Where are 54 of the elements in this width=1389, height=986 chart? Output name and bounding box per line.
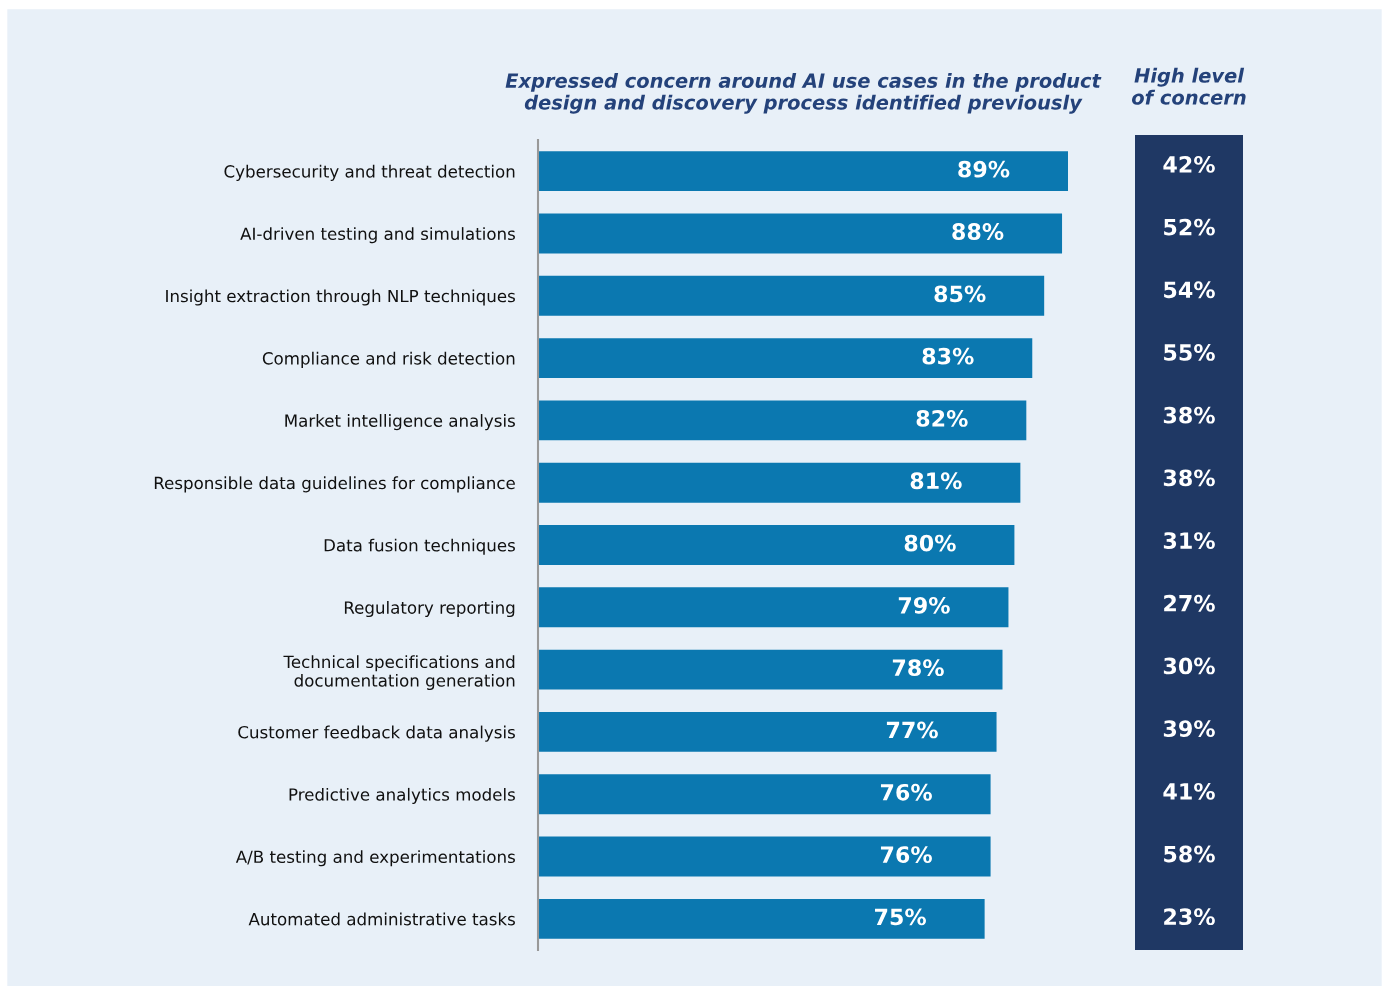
y-tick-label: Market intelligence analysis (285, 414, 515, 431)
bar (538, 400, 1027, 441)
data-label: 83% (922, 347, 974, 365)
data-label: 31% (1163, 532, 1215, 549)
data-label: 88% (952, 223, 1004, 240)
bar (538, 151, 1068, 192)
data-label: 77% (886, 721, 938, 739)
data-label: 38% (1163, 406, 1215, 424)
data-label: 89% (958, 160, 1010, 178)
y-tick-label: Data fusion techniques (324, 538, 515, 555)
bar (538, 711, 997, 752)
y-tick-label: Regulatory reporting (344, 600, 515, 618)
data-label: 82% (916, 410, 968, 427)
y-tick-label: Technical specifications and documentation generation (283, 655, 515, 691)
bar (538, 275, 1045, 316)
bar (538, 213, 1063, 254)
y-tick-label: Compliance and risk detection (262, 351, 515, 368)
data-label: 78% (892, 659, 944, 677)
y-tick-label: Predictive analytics models (289, 787, 515, 805)
bar (538, 836, 991, 877)
data-label: 54% (1164, 281, 1215, 299)
y-tick-label: Cybersecurity and threat detection (224, 164, 515, 181)
bar (538, 898, 985, 939)
data-label: 39% (1163, 720, 1215, 738)
data-label: 27% (1164, 594, 1215, 612)
data-label: 75% (875, 908, 926, 926)
y-tick-label: Customer feedback data analysis (238, 725, 515, 742)
data-label: 52% (1164, 218, 1215, 236)
y-tick-label: Responsible data guidelines for compliance (154, 476, 515, 493)
bar (538, 525, 1015, 565)
data-label: 41% (1163, 782, 1215, 800)
bar (538, 462, 1021, 503)
y-tick-label: Insight extraction through NLP techniques (166, 289, 515, 306)
data-label: 85% (934, 285, 986, 303)
data-label: 30% (1163, 657, 1215, 675)
bar (538, 338, 1033, 379)
y-tick-label: Automated administrative tasks (248, 912, 515, 926)
data-label: 23% (1164, 908, 1215, 926)
data-label: 55% (1164, 344, 1215, 361)
chart-title: Expressed concern around AI use cases in the product design and discovery process identified previously (505, 72, 1102, 114)
data-label: 58% (1164, 845, 1215, 863)
y-tick-label: AI-driven testing and simulations (240, 227, 515, 244)
data-label: 81% (910, 472, 962, 490)
data-label: 42% (1163, 155, 1215, 173)
data-label: 79% (898, 596, 950, 614)
y-tick-label: A/B testing and experimentations (235, 850, 515, 867)
data-label: 76% (880, 846, 932, 863)
text: High level of concern (1131, 67, 1246, 105)
bar (538, 774, 991, 815)
data-label: 80% (904, 534, 956, 552)
data-label: 76% (880, 783, 932, 801)
bar (538, 587, 1009, 628)
bar (538, 649, 1003, 690)
data-label: 38% (1163, 469, 1215, 487)
